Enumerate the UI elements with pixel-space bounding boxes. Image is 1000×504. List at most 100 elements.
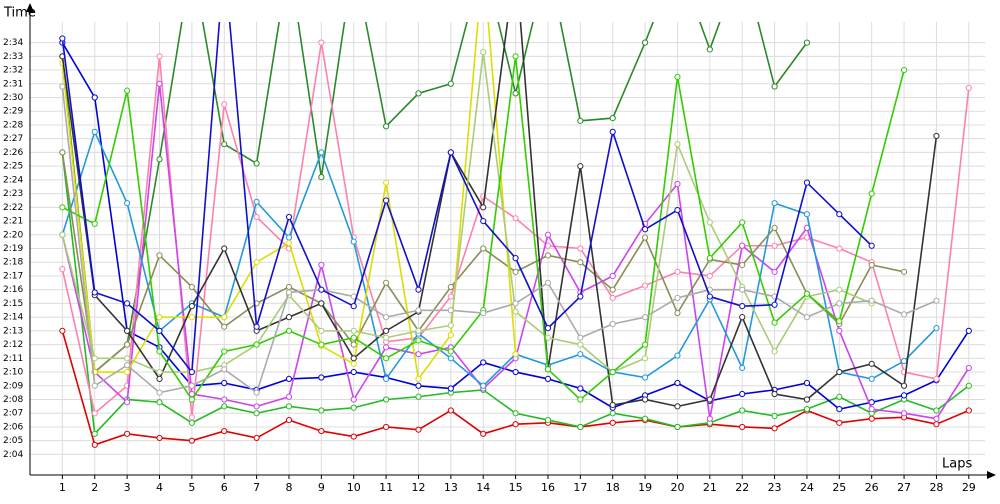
point — [965, 364, 972, 372]
point — [512, 410, 519, 417]
x-tick-label: 29 — [962, 481, 976, 494]
point — [59, 231, 66, 238]
point — [674, 309, 681, 317]
y-tick-label: 2:24 — [3, 175, 23, 185]
point — [253, 160, 260, 167]
x-tick-label: 26 — [865, 481, 879, 494]
point — [318, 286, 325, 293]
point — [285, 314, 293, 321]
series-layer — [59, 22, 972, 448]
point — [609, 419, 616, 426]
point — [318, 341, 325, 348]
point — [415, 393, 422, 400]
point — [512, 268, 519, 275]
x-tick-label: 28 — [929, 481, 943, 494]
point — [91, 355, 98, 362]
point — [91, 128, 98, 135]
series-line — [61, 22, 938, 408]
point — [318, 327, 325, 334]
point — [447, 307, 454, 314]
point — [480, 359, 487, 366]
point — [544, 231, 552, 238]
point — [706, 396, 713, 403]
x-tick-label: 6 — [221, 481, 228, 494]
point — [480, 49, 487, 56]
point — [285, 289, 293, 296]
point — [415, 286, 422, 293]
point — [383, 197, 390, 204]
series-line — [61, 86, 937, 394]
point — [965, 84, 972, 91]
point — [544, 325, 552, 332]
point — [59, 83, 66, 90]
point — [318, 261, 325, 269]
point — [124, 327, 131, 334]
y-tick-label: 2:23 — [3, 189, 23, 199]
point — [188, 419, 195, 426]
point — [447, 348, 454, 355]
point — [641, 415, 649, 422]
point — [480, 382, 487, 389]
point — [512, 308, 519, 315]
y-tick-label: 2:13 — [3, 326, 23, 336]
point — [771, 224, 778, 232]
point — [285, 416, 293, 424]
y-tick-label: 2:31 — [3, 79, 23, 89]
point — [480, 204, 487, 211]
point — [156, 348, 163, 355]
point — [868, 360, 875, 367]
point — [156, 156, 163, 163]
point — [900, 66, 908, 74]
point — [674, 268, 681, 275]
x-tick-label: 19 — [638, 481, 652, 494]
point — [609, 320, 616, 328]
y-tick-label: 2:08 — [3, 395, 23, 405]
point — [577, 163, 584, 170]
point — [771, 390, 778, 398]
point — [285, 327, 293, 334]
point — [577, 245, 584, 252]
y-tick-label: 2:09 — [3, 381, 23, 391]
point — [577, 423, 584, 431]
point — [933, 132, 940, 140]
point — [447, 283, 454, 291]
point — [803, 379, 811, 387]
point — [156, 375, 163, 383]
point — [447, 385, 454, 392]
point — [285, 213, 293, 221]
y-tick-label: 2:25 — [3, 162, 23, 172]
point — [706, 293, 713, 300]
point — [383, 179, 390, 186]
point — [221, 348, 228, 355]
y-tick-label: 2:06 — [3, 422, 23, 432]
point — [221, 427, 228, 435]
point — [771, 268, 778, 275]
x-tick-label: 9 — [318, 481, 325, 494]
point — [609, 114, 616, 122]
point — [674, 206, 681, 214]
point — [318, 407, 325, 414]
point — [253, 259, 260, 266]
point — [577, 334, 584, 341]
point — [285, 403, 293, 410]
point — [318, 39, 325, 46]
x-tick-label: 13 — [444, 481, 458, 494]
point — [900, 392, 908, 399]
point — [544, 375, 552, 383]
point — [447, 355, 454, 362]
point — [447, 331, 454, 339]
point — [803, 314, 811, 321]
point — [868, 415, 875, 422]
point — [900, 311, 908, 318]
point — [674, 423, 681, 431]
point — [512, 255, 519, 262]
point — [544, 279, 552, 286]
point — [59, 265, 66, 273]
point — [641, 396, 649, 403]
series-line — [61, 22, 808, 374]
point — [253, 323, 260, 330]
point — [156, 389, 163, 396]
point — [415, 382, 422, 389]
x-tick-label: 18 — [606, 481, 620, 494]
point — [674, 403, 681, 410]
